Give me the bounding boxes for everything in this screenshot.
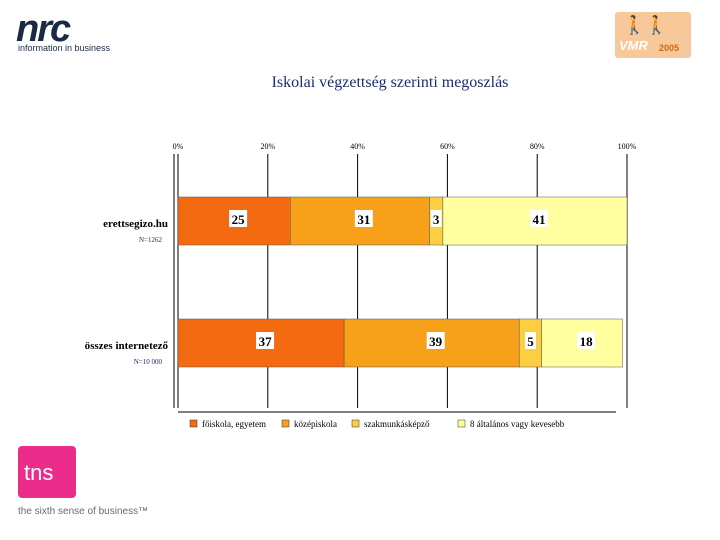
data-label: 39 [429,334,443,349]
data-label: 25 [232,212,246,227]
legend-entry: főiskola, egyetem [202,419,266,429]
category-label: erettsegizo.hu [103,218,168,230]
legend-swatch [281,419,290,428]
data-label: 3 [433,212,440,227]
people-icon: 🚶🚶 [623,15,668,35]
x-tick-label: 80% [530,142,545,151]
tns-logo-mark: tns [18,446,76,498]
vmr-logo: 🚶🚶 VMR 2005 [615,12,691,58]
x-tick-label: 20% [260,142,275,151]
sample-size-label: N=1262 [139,236,163,244]
x-tick-label: 60% [440,142,455,151]
data-label: 37 [259,334,273,349]
x-tick-label: 100% [618,142,637,151]
data-label: 5 [527,334,534,349]
data-label-bg [256,332,275,349]
legend-swatch [457,419,466,428]
tns-logo: tns the sixth sense of business™ [18,446,148,517]
x-tick-label: 40% [350,142,365,151]
tns-logo-word: tns [24,460,54,485]
tns-logo-tagline: the sixth sense of business™ [18,506,149,517]
legend-swatch [351,419,360,428]
vmr-logo-word: VMR [619,38,648,53]
data-label-bg [354,210,373,227]
legend-swatch [189,419,198,428]
chart-title: Iskolai végzettség szerinti megoszlás [271,74,509,91]
category-label: összes internetező [85,340,169,352]
legend-entry: 8 általános vagy kevesebb [470,419,565,429]
nrc-logo-tagline: information in business [18,43,111,53]
x-tick-label: 0% [173,142,184,151]
nrc-logo: nrc information in business [16,8,111,53]
nrc-logo-word: nrc [16,8,71,50]
data-label: 18 [580,334,594,349]
data-label-bg [529,210,548,227]
data-label-bg [577,332,596,349]
data-label-bg [229,210,248,227]
data-label: 31 [357,212,370,227]
vmr-logo-year: 2005 [659,43,680,53]
legend-entry: középiskola [294,419,337,429]
data-label-bg [426,332,445,349]
legend-entry: szakmunkásképző [364,419,430,429]
data-label-bg [524,332,536,349]
data-label-bg [430,210,442,227]
bar-segment [541,318,623,368]
sample-size-label: N=10 000 [134,358,163,366]
data-label: 41 [532,212,545,227]
